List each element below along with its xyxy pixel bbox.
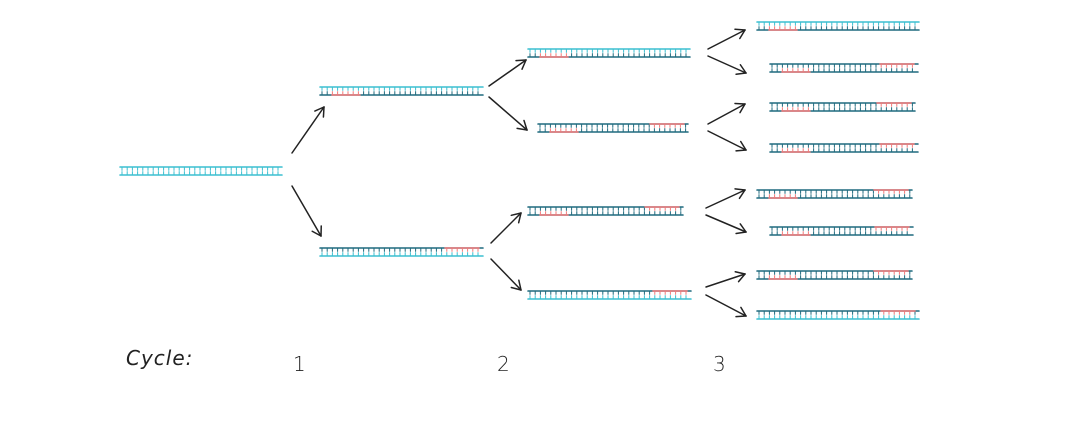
dna-c2-4	[527, 290, 692, 300]
dna-c3-2	[769, 63, 919, 73]
cycle-number-2: 2	[497, 352, 510, 376]
arrow-icon	[705, 214, 747, 235]
dna-c3-6	[769, 226, 914, 236]
arrow-icon	[291, 106, 325, 154]
cycle-number-3: 3	[713, 352, 726, 376]
arrow-icon	[707, 130, 747, 152]
arrow-icon	[490, 258, 522, 291]
arrows-layer	[291, 28, 747, 318]
dna-c1-bottom	[319, 247, 484, 257]
dna-c3-3	[769, 102, 916, 112]
dna-c2-1	[527, 48, 691, 58]
arrow-icon	[707, 55, 747, 76]
dna-c3-1	[756, 21, 920, 31]
dna-c2-2	[537, 123, 689, 133]
molecules-layer	[119, 21, 920, 320]
cycle-number-1: 1	[293, 352, 306, 376]
dna-c3-4	[769, 143, 919, 153]
arrow-icon	[490, 212, 522, 244]
dna-c3-5	[756, 189, 913, 199]
arrow-icon	[707, 28, 746, 50]
dna-c2-3	[527, 206, 684, 216]
dna-c3-8	[756, 310, 920, 320]
arrow-icon	[488, 59, 527, 87]
arrow-icon	[705, 294, 747, 318]
arrow-icon	[488, 96, 528, 131]
arrow-icon	[291, 185, 322, 237]
arrow-icon	[705, 270, 746, 288]
arrow-icon	[707, 102, 746, 125]
dna-c3-7	[756, 270, 913, 280]
arrow-icon	[705, 188, 746, 209]
dna-template	[119, 166, 283, 176]
dna-c1-top	[319, 86, 484, 96]
cycle-label: Cycle:	[126, 346, 194, 370]
